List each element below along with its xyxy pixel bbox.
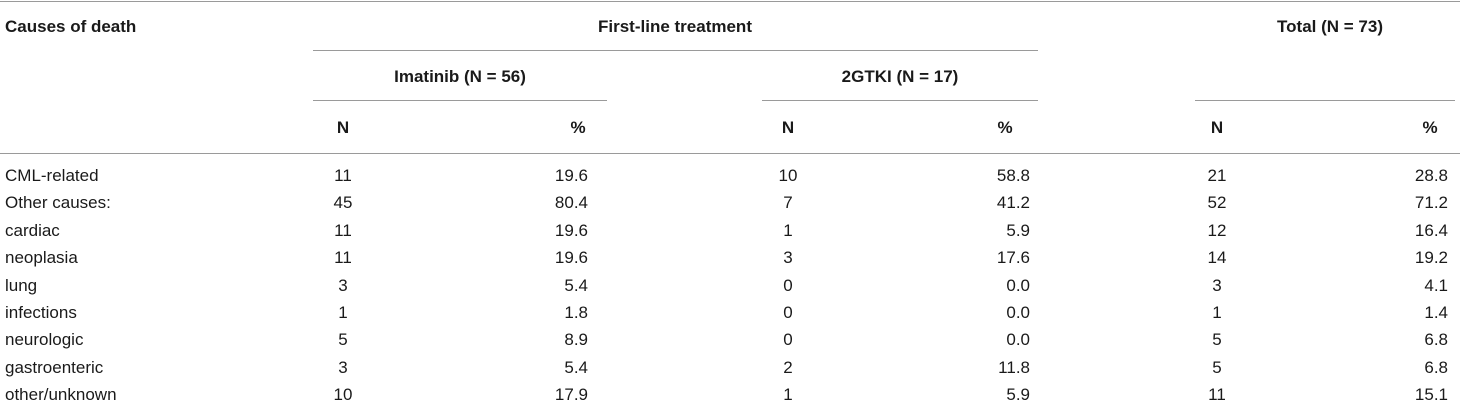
cell: 8.9 xyxy=(564,330,588,350)
cell: 71.2 xyxy=(1414,193,1448,213)
cell: 3 xyxy=(1212,275,1222,295)
total-header: Total (N = 73) xyxy=(1277,17,1383,36)
cell: 10 xyxy=(333,385,353,405)
column-header: % xyxy=(570,118,586,137)
top-rule xyxy=(0,1,1460,2)
cell: 7 xyxy=(783,193,793,213)
cell: 19.6 xyxy=(554,166,588,185)
cell: 6.8 xyxy=(1424,330,1448,350)
cell: 1 xyxy=(1212,303,1222,322)
cell: 11 xyxy=(334,220,352,240)
row-label: infections xyxy=(5,303,77,322)
cell: 5 xyxy=(1212,330,1222,350)
cell: 3 xyxy=(783,248,793,268)
cell: 1.4 xyxy=(1424,303,1448,322)
cell: 0.0 xyxy=(1006,275,1030,295)
row-label: cardiac xyxy=(5,220,60,240)
cell: 15.1 xyxy=(1414,385,1448,405)
cell: 1 xyxy=(783,220,793,240)
cell: 16.4 xyxy=(1414,220,1448,240)
cell: 0.0 xyxy=(1006,330,1030,350)
cell: 1 xyxy=(338,303,348,322)
row-label: lung xyxy=(5,275,38,295)
cell: 4.1 xyxy=(1424,275,1448,295)
cell: 21 xyxy=(1207,166,1227,185)
cell: 14 xyxy=(1207,248,1227,268)
cell: 6.8 xyxy=(1424,357,1448,377)
cell: 1 xyxy=(783,385,793,405)
row-label: other/unknown xyxy=(5,385,117,405)
cell: 3 xyxy=(338,275,348,295)
cell: 45 xyxy=(333,193,353,213)
cell: 5.9 xyxy=(1006,385,1030,405)
cell: 5.9 xyxy=(1006,220,1030,240)
cell: 5 xyxy=(1212,357,1222,377)
row-label: neoplasia xyxy=(5,248,78,268)
cell: 12 xyxy=(1207,220,1227,240)
subgroup-header: 2GTKI (N = 17) xyxy=(841,67,959,86)
column-header: % xyxy=(1422,118,1438,137)
cell: 19.2 xyxy=(1414,248,1448,268)
cell: 52 xyxy=(1207,193,1227,213)
header-rule xyxy=(0,153,1460,154)
row-label: gastroenteric xyxy=(5,357,104,377)
cell: 0 xyxy=(783,275,793,295)
column-header: % xyxy=(997,118,1013,137)
subgroup-rule xyxy=(313,100,607,101)
cell: 2 xyxy=(783,357,793,377)
cell: 5.4 xyxy=(564,275,588,295)
column-header: N xyxy=(781,118,795,137)
cell: 19.6 xyxy=(554,248,588,268)
cell: 58.8 xyxy=(996,166,1030,185)
row-label: neurologic xyxy=(5,330,84,350)
cell: 0.0 xyxy=(1006,303,1030,322)
row-label: CML-related xyxy=(5,166,99,185)
subgroup-header: Imatinib (N = 56) xyxy=(394,67,526,86)
cell: 41.2 xyxy=(996,193,1030,213)
cell: 80.4 xyxy=(554,193,588,213)
group-rule xyxy=(313,50,1038,51)
cell: 19.6 xyxy=(554,220,588,240)
group-header: First-line treatment xyxy=(598,17,752,36)
cell: 0 xyxy=(783,330,793,350)
cell: 0 xyxy=(783,303,793,322)
cell: 11 xyxy=(334,166,352,185)
cell: 5 xyxy=(338,330,348,350)
cell: 17.9 xyxy=(554,385,588,405)
row-label: Other causes: xyxy=(5,193,111,213)
column-header: N xyxy=(1210,118,1224,137)
column-header: N xyxy=(336,118,350,137)
cell: 3 xyxy=(338,357,348,377)
cell: 17.6 xyxy=(996,248,1030,268)
cell: 1.8 xyxy=(564,303,588,322)
total-rule xyxy=(1195,100,1455,101)
cell: 11.8 xyxy=(998,357,1030,377)
subgroup-rule xyxy=(762,100,1038,101)
cell: 10 xyxy=(778,166,798,185)
cell: 5.4 xyxy=(564,357,588,377)
cell: 11 xyxy=(1208,385,1226,405)
cell: 11 xyxy=(334,248,352,268)
row-label-header: Causes of death xyxy=(5,17,137,36)
cell: 28.8 xyxy=(1414,166,1448,185)
